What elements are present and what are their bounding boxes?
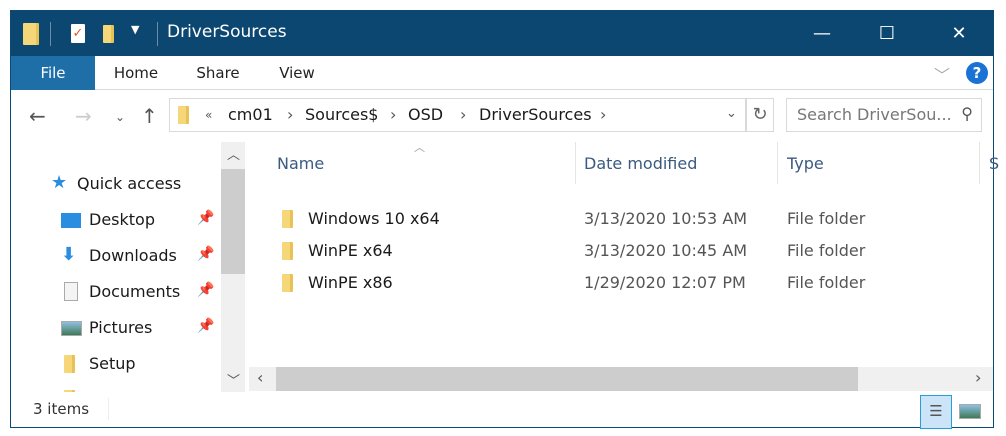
column-header-type[interactable]: Type [787, 154, 824, 173]
file-name: WinPE x64 [308, 241, 393, 260]
nav-label: Desktop [89, 210, 155, 229]
file-date: 3/13/2020 10:45 AM [584, 241, 748, 260]
nav-item-desktop[interactable]: Desktop 📌 [11, 203, 221, 239]
documents-icon [64, 282, 78, 301]
nav-label: Downloads [89, 246, 177, 265]
nav-item-setup[interactable]: Setup [11, 347, 221, 383]
pin-icon: 📌 [197, 210, 215, 226]
new-folder-icon[interactable] [103, 25, 114, 43]
properties-icon[interactable]: ✓ [71, 24, 85, 43]
overflow-icon[interactable]: « [205, 108, 213, 122]
download-icon: ⬇ [61, 244, 77, 265]
ribbon: File Home Share View ﹀ ? [11, 56, 993, 90]
chevron-right-icon: › [460, 105, 467, 124]
nav-label: Setup [89, 354, 136, 373]
up-button[interactable]: ↑ [141, 104, 158, 128]
tab-file[interactable]: File [11, 56, 95, 90]
address-row: ← → ⌄ ↑ « cm01 › Sources$ › OSD › Driver… [11, 90, 993, 142]
minimize-button[interactable]: — [813, 23, 831, 44]
breadcrumb-osd[interactable]: OSD [408, 105, 444, 124]
column-header-size[interactable]: S [989, 154, 1000, 173]
nav-item-quick-access[interactable]: ★ Quick access [11, 167, 221, 203]
scroll-up-icon[interactable]: ︿ [227, 148, 241, 163]
chevron-right-icon: › [390, 105, 397, 124]
nav-item-pictures[interactable]: Pictures 📌 [11, 311, 221, 347]
scroll-right-icon[interactable]: › [975, 368, 982, 387]
close-button[interactable]: ✕ [951, 23, 967, 44]
file-type: File folder [787, 209, 866, 228]
forward-button[interactable]: → [75, 104, 92, 128]
search-input[interactable]: Search DriverSou... ⚲ [786, 98, 982, 132]
folder-app-icon [23, 23, 39, 45]
title-bar: ✓ ▼ DriverSources — ☐ ✕ [11, 11, 993, 56]
folder-icon [282, 242, 293, 260]
explorer-window: ✓ ▼ DriverSources — ☐ ✕ File Home Share … [10, 10, 999, 429]
chevron-right-icon: › [600, 105, 607, 124]
star-icon: ★ [51, 172, 68, 193]
back-button[interactable]: ← [29, 104, 46, 128]
recent-locations-icon[interactable]: ⌄ [115, 110, 126, 124]
tab-share[interactable]: Share [196, 64, 240, 82]
file-type: File folder [787, 241, 866, 260]
nav-item-documents[interactable]: Documents 📌 [11, 275, 221, 311]
folder-icon [178, 106, 189, 124]
folder-icon [282, 274, 293, 292]
file-date: 3/13/2020 10:53 AM [584, 209, 748, 228]
file-name: Windows 10 x64 [308, 209, 440, 228]
nav-label: Documents [89, 282, 181, 301]
pictures-icon [61, 321, 82, 336]
address-dropdown-icon[interactable]: ⌄ [726, 106, 737, 121]
search-icon: ⚲ [961, 104, 973, 123]
details-view-button[interactable]: ☰ [920, 395, 952, 429]
column-header-date[interactable]: Date modified [584, 154, 698, 173]
refresh-button[interactable]: ↻ [746, 98, 774, 132]
breadcrumb-driversources[interactable]: DriverSources [479, 105, 592, 124]
scroll-down-icon[interactable]: ﹀ [227, 374, 241, 389]
scroll-thumb[interactable] [221, 169, 245, 274]
file-row[interactable]: WinPE x64 3/13/2020 10:45 AM File folder [249, 236, 993, 268]
search-placeholder: Search DriverSou... [797, 105, 952, 124]
nav-vertical-scrollbar[interactable]: ︿ ﹀ [221, 142, 245, 392]
scroll-thumb[interactable] [276, 367, 858, 391]
large-icons-view-button[interactable] [959, 404, 981, 419]
file-date: 1/29/2020 12:07 PM [584, 273, 746, 292]
file-row[interactable]: Windows 10 x64 3/13/2020 10:53 AM File f… [249, 204, 993, 236]
expand-ribbon-icon[interactable]: ﹀ [934, 66, 951, 85]
folder-icon [282, 210, 293, 228]
pin-icon: 📌 [197, 318, 215, 334]
help-icon[interactable]: ? [966, 62, 988, 84]
file-row[interactable]: WinPE x86 1/29/2020 12:07 PM File folder [249, 268, 993, 300]
maximize-button[interactable]: ☐ [878, 23, 896, 44]
sort-ascending-icon: ︿ [414, 141, 425, 154]
address-bar[interactable]: « cm01 › Sources$ › OSD › DriverSources … [169, 98, 746, 132]
folder-icon [64, 355, 75, 373]
tab-view[interactable]: View [279, 64, 315, 82]
nav-item-downloads[interactable]: ⬇ Downloads 📌 [11, 239, 221, 275]
customize-qat-icon[interactable]: ▼ [131, 23, 140, 36]
desktop-icon [61, 213, 81, 228]
horizontal-scrollbar[interactable]: ‹ › [249, 367, 993, 391]
folder-icon [64, 390, 75, 392]
window-title: DriverSources [167, 22, 287, 42]
file-name: WinPE x86 [308, 273, 393, 292]
nav-label: Quick access [77, 174, 182, 193]
item-count: 3 items [33, 400, 90, 418]
file-list: ︿ Name Date modified Type S Windows 10 x… [249, 141, 999, 367]
scroll-left-icon[interactable]: ‹ [257, 368, 264, 387]
breadcrumb-sources[interactable]: Sources$ [305, 105, 379, 124]
column-header-name[interactable]: Name [277, 154, 325, 173]
file-type: File folder [787, 273, 866, 292]
tab-home[interactable]: Home [113, 64, 159, 82]
chevron-right-icon: › [287, 105, 294, 124]
nav-label: Pictures [89, 318, 153, 337]
breadcrumb-cm01[interactable]: cm01 [228, 105, 273, 124]
navigation-pane: ★ Quick access Desktop 📌 ⬇ Downloads 📌 D… [11, 142, 221, 392]
pin-icon: 📌 [197, 246, 215, 262]
pin-icon: 📌 [197, 282, 215, 298]
status-bar: 3 items ☰ [11, 392, 993, 429]
